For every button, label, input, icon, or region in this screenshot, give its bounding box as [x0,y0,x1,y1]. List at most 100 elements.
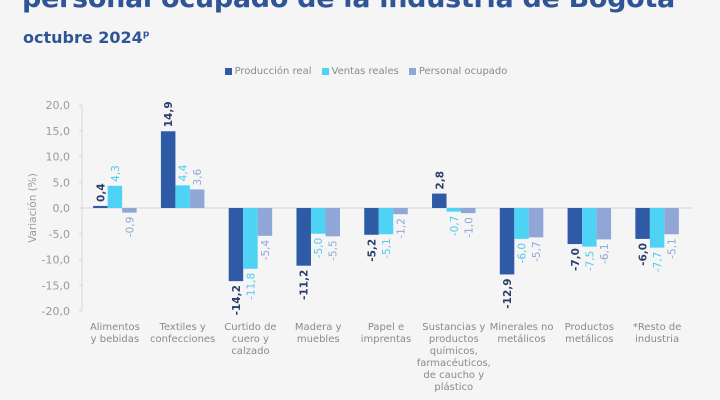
data-label: -7,5 [584,251,596,272]
data-label: -5,4 [260,240,272,261]
bar-personal-ocupado [325,208,340,237]
bar-ventas-reales [243,208,258,269]
category-label: Textiles y [159,322,206,333]
legend-swatch [408,68,416,75]
data-label: -6,0 [638,243,650,266]
category-label: Madera y [295,322,342,333]
bar-producción-real [93,205,108,208]
page-title: personal ocupado de la industria de Bogo… [22,0,675,14]
data-label: 0,4 [95,183,107,202]
chart-legend: Producción real Ventas reales Personal ocu… [0,66,720,77]
data-label: -1,2 [396,218,408,239]
data-label: -5,1 [381,238,393,259]
data-label: -0,7 [449,216,461,237]
bar-personal-ocupado [596,208,612,240]
bar-producción-real [635,208,650,239]
data-label: 14,9 [163,101,175,127]
category-label: Papel e [368,322,404,333]
data-label: -7,0 [570,248,582,271]
y-tick-label: 15,0 [46,125,71,138]
y-tick-label: -20,0 [42,305,70,318]
data-label: -1,0 [463,217,475,238]
y-axis-title: Variación (%) [27,173,39,243]
bar-ventas-reales [514,208,529,239]
data-label: 4,4 [178,164,190,181]
category-label: metálicos [497,333,545,345]
data-label: -0,9 [124,217,136,238]
category-label: imprentas [361,334,412,345]
data-label: -12,9 [502,278,514,308]
category-label: Sustancias y [422,322,485,333]
page-subtitle: octubre 2024p [23,28,149,47]
legend-swatch [224,68,232,75]
category-label: productos [429,334,479,345]
y-tick-label: -15,0 [42,279,70,292]
bar-producción-real [432,193,447,208]
data-label: 3,6 [192,168,204,185]
category-label: calzado [231,346,269,357]
category-label: plástico [434,381,473,393]
bar-producción-real [364,208,379,235]
data-label: -11,8 [245,273,257,300]
data-label: -6,0 [517,243,529,264]
data-label: -5,0 [313,238,325,259]
bar-personal-ocupado [528,208,544,238]
category-label: y bebidas [91,334,139,345]
bar-personal-ocupado [393,208,408,215]
category-label: cuero y [232,334,269,345]
data-label: -5,2 [367,239,379,262]
bar-producción-real [296,208,311,266]
category-label: *Resto de [633,322,682,333]
legend-item: Personal ocupado [408,66,508,77]
legend-item: Ventas reales [321,66,399,77]
bar-ventas-reales [378,208,394,235]
bar-personal-ocupado [122,208,137,213]
bar-ventas-reales [649,208,665,248]
data-label: -14,2 [231,285,243,315]
category-label: Curtido de [224,322,276,333]
bar-ventas-reales [175,185,190,208]
y-tick-label: 20,0 [46,99,71,112]
category-label: Minerales no [490,322,554,333]
category-label: de caucho y [423,370,484,381]
bar-personal-ocupado [257,208,273,236]
category-label: confecciones [150,334,215,345]
data-label: -6,1 [599,243,611,263]
category-label: Alimentos [90,322,140,333]
category-label: químicos, [430,345,478,357]
data-label: -11,2 [299,270,311,300]
y-tick-label: -10,0 [42,254,70,267]
bar-personal-ocupado [461,208,476,214]
bar-ventas-reales [107,185,123,208]
bar-personal-ocupado [664,208,679,235]
bar-producción-real [499,208,515,275]
legend-label: Personal ocupado [418,66,508,77]
legend-item: Producción real [224,66,312,77]
data-label: 2,8 [434,171,446,190]
subtitle-superscript: p [142,29,150,40]
category-label: industria [635,334,679,345]
category-label: farmacéuticos, [417,357,491,369]
bar-producción-real [567,208,583,245]
legend-label: Ventas reales [331,66,399,77]
subtitle-text: octubre 2024 [23,28,143,47]
y-tick-label: 5,0 [53,176,71,189]
data-label: -5,1 [667,238,679,259]
legend-label: Producción real [234,66,312,77]
bar-ventas-reales [582,208,597,247]
category-label: muebles [297,334,340,345]
legend-swatch [321,68,329,75]
data-label: 4,3 [110,165,122,182]
y-tick-label: 10,0 [46,151,71,164]
data-label: -5,5 [328,240,340,261]
category-label: metálicos [565,333,613,345]
bar-producción-real [160,131,176,208]
bar-producción-real [228,208,244,282]
y-tick-label: 0,0 [53,202,71,215]
bar-personal-ocupado [189,189,205,208]
y-tick-label: -5,0 [49,228,70,241]
data-label: -7,7 [652,252,664,273]
data-label: -5,7 [531,241,543,261]
category-label: Productos [565,322,614,333]
